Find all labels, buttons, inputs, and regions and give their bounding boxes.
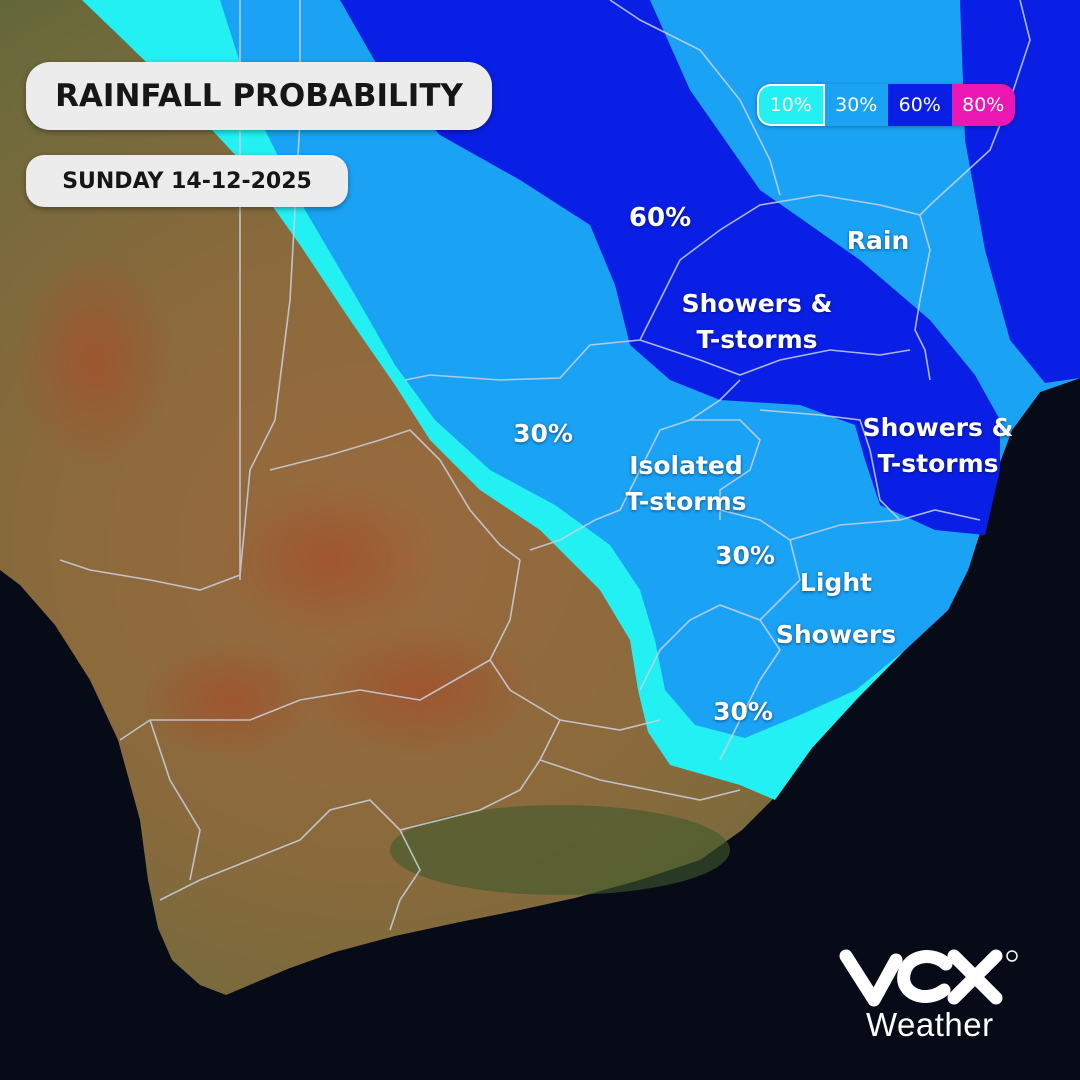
- vox-logo-icon: [839, 949, 1018, 1007]
- label-showers-tstorms-east: Showers & T-storms: [862, 413, 1014, 478]
- legend-60-percent: 60%: [888, 84, 952, 126]
- desert-patch: [300, 620, 540, 760]
- map-title: RAINFALL PROBABILITY: [26, 62, 492, 130]
- desert-patch: [140, 640, 320, 760]
- zone-60-percent: [340, 0, 1000, 535]
- legend-80-percent: 80%: [951, 84, 1015, 126]
- desert-patch: [15, 250, 175, 470]
- zone-30-percent: [220, 0, 1080, 738]
- label-rain: Rain: [846, 226, 910, 255]
- probability-legend: 10% 30% 60% 80%: [757, 84, 1015, 126]
- brand-wordmark: Weather: [866, 1006, 994, 1043]
- label-showers-tstorms-north: Showers & T-storms: [681, 289, 833, 354]
- green-coast: [390, 805, 730, 895]
- label-30-percent-center: 30%: [715, 541, 775, 570]
- label-light-showers: Light Showers: [775, 568, 897, 649]
- label-30-percent-west: 30%: [513, 419, 573, 448]
- label-isolated-tstorms: Isolated T-storms: [625, 451, 747, 516]
- forecast-date: SUNDAY 14-12-2025: [26, 155, 348, 207]
- legend-10-percent: 10%: [757, 84, 825, 126]
- legend-30-percent: 30%: [824, 84, 888, 126]
- desert-patch: [220, 480, 440, 640]
- label-30-percent-south: 30%: [713, 697, 773, 726]
- country-borders: [59, 0, 1031, 931]
- label-60-percent: 60%: [628, 203, 692, 233]
